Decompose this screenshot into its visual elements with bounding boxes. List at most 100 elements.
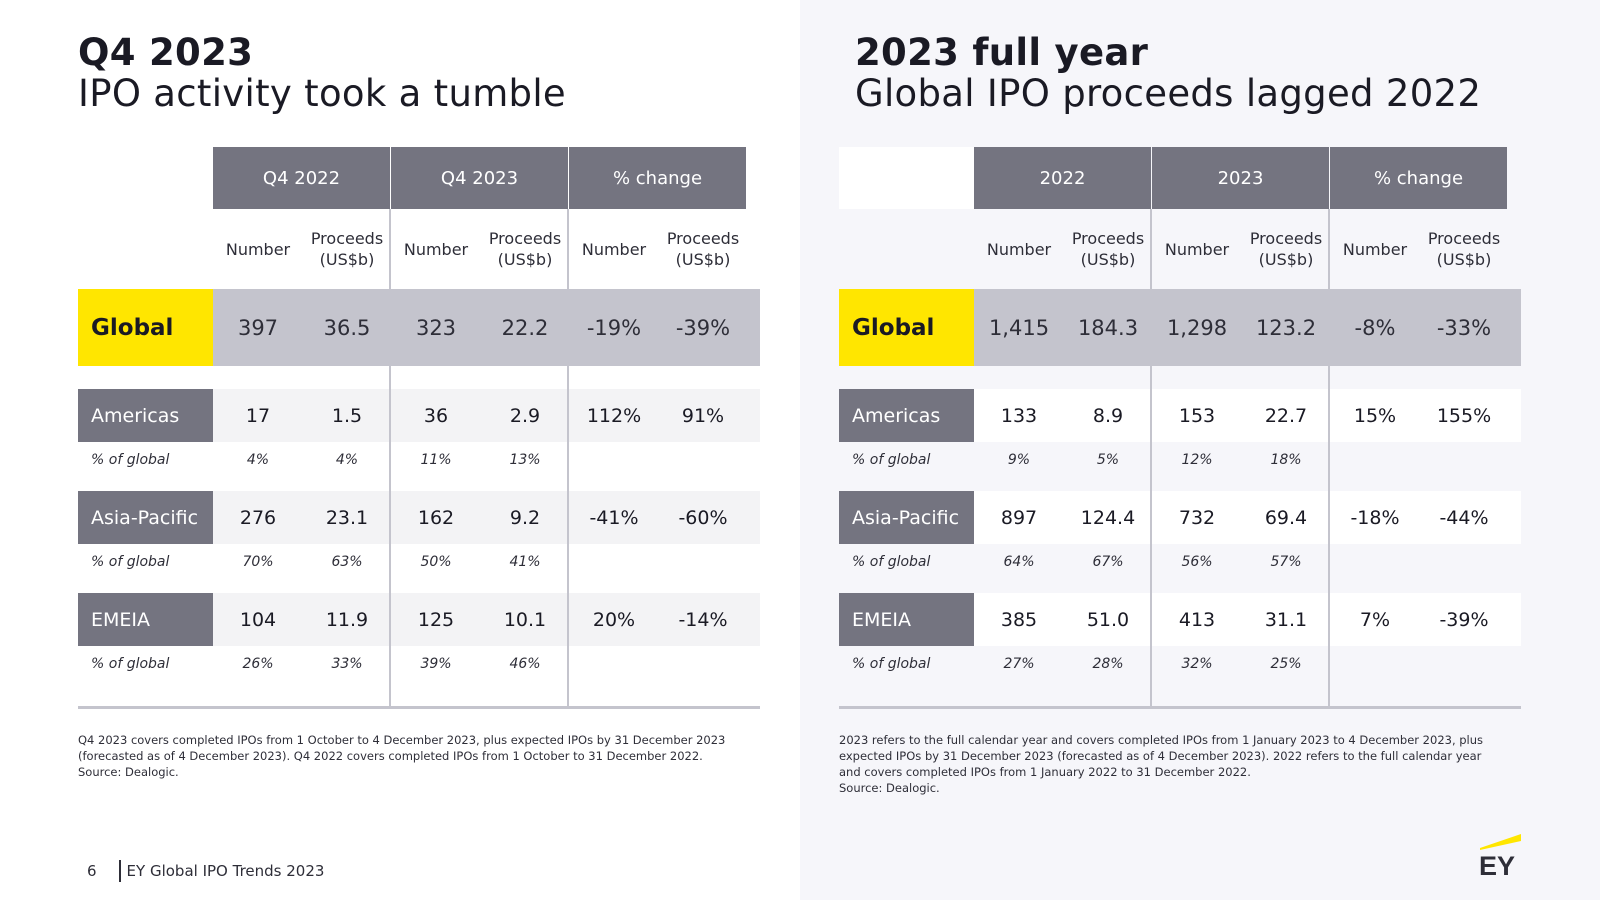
region-cell: -14%	[678, 608, 728, 631]
global-row-band	[213, 289, 760, 366]
share-of-global-cell: 18%	[1270, 452, 1302, 468]
region-cell: 7%	[1359, 608, 1391, 631]
column-subheader: Number	[1152, 209, 1242, 289]
share-of-global-cell: 4%	[246, 452, 270, 468]
region-cell: 732	[1178, 506, 1216, 529]
share-of-global-label: % of global	[91, 656, 170, 672]
right-title-line2: Global IPO proceeds lagged 2022	[855, 72, 1482, 115]
global-row-label: Global	[78, 289, 213, 366]
share-of-global-label: % of global	[852, 452, 931, 468]
column-subheader: Proceeds (US$b)	[658, 209, 748, 289]
region-cell: 2.9	[509, 404, 541, 427]
global-cell: 1,415	[988, 315, 1050, 340]
left-title-line2: IPO activity took a tumble	[78, 72, 566, 115]
column-separator	[1328, 209, 1330, 709]
page-number: 6	[87, 862, 97, 880]
share-of-global-cell: 32%	[1181, 656, 1213, 672]
left-title: Q4 2023 IPO activity took a tumble	[78, 32, 566, 114]
column-subheader: Number	[1330, 209, 1420, 289]
column-subheader-label: Proceeds (US$b)	[1249, 229, 1323, 269]
region-cell: 15%	[1353, 404, 1397, 427]
share-of-global-cell: 13%	[509, 452, 541, 468]
share-of-global-cell: 56%	[1181, 554, 1213, 570]
region-cell: -60%	[678, 506, 728, 529]
global-cell: -39%	[675, 315, 731, 340]
region-cell: 10.1	[503, 608, 547, 631]
column-group-header: 2023	[1152, 147, 1329, 209]
share-of-global-cell: 26%	[242, 656, 274, 672]
left-title-line1: Q4 2023	[78, 31, 254, 74]
share-of-global-label: % of global	[852, 554, 931, 570]
share-of-global-cell: 27%	[1003, 656, 1035, 672]
region-cell: 897	[1000, 506, 1038, 529]
right-footnote: 2023 refers to the full calendar year an…	[839, 732, 1519, 796]
share-of-global-cell: 67%	[1092, 554, 1124, 570]
region-cell: 155%	[1436, 404, 1492, 427]
share-of-global-cell: 70%	[242, 554, 274, 570]
region-cell: 153	[1178, 404, 1216, 427]
column-subheader-label: Number	[1164, 239, 1230, 259]
column-subheader: Proceeds (US$b)	[480, 209, 570, 289]
region-cell: 385	[1000, 608, 1038, 631]
left-footnote-line: Q4 2023 covers completed IPOs from 1 Oct…	[78, 733, 726, 747]
column-subheader-label: Number	[225, 239, 291, 259]
global-cell: 123.2	[1255, 315, 1317, 340]
column-subheader: Proceeds (US$b)	[302, 209, 392, 289]
region-row-label: EMEIA	[839, 593, 974, 646]
region-cell: 104	[239, 608, 277, 631]
share-of-global-cell: 25%	[1270, 656, 1302, 672]
column-subheader-label: Proceeds (US$b)	[1427, 229, 1501, 269]
region-cell: 9.2	[509, 506, 541, 529]
header-corner	[839, 147, 974, 209]
share-of-global-cell: 12%	[1181, 452, 1213, 468]
region-cell: 112%	[586, 404, 642, 427]
right-title-line1: 2023 full year	[855, 31, 1149, 74]
share-of-global-cell: 57%	[1270, 554, 1302, 570]
global-cell: -19%	[586, 315, 642, 340]
ey-logo-text: EY	[1479, 851, 1515, 877]
region-cell: 91%	[681, 404, 725, 427]
column-group-header: Q4 2023	[391, 147, 568, 209]
region-cell: 162	[417, 506, 455, 529]
left-panel: Q4 2023 IPO activity took a tumble Q4 20…	[78, 32, 760, 882]
region-cell: 125	[417, 608, 455, 631]
share-of-global-cell: 39%	[420, 656, 452, 672]
column-subheader: Proceeds (US$b)	[1419, 209, 1509, 289]
right-footnote-line: 2023 refers to the full calendar year an…	[839, 733, 1484, 747]
global-row-band	[974, 289, 1521, 366]
column-group-header: Q4 2022	[213, 147, 390, 209]
publication-title: EY Global IPO Trends 2023	[126, 862, 325, 880]
column-separator	[567, 209, 569, 709]
column-separator	[1150, 209, 1152, 709]
region-cell: -44%	[1439, 506, 1489, 529]
share-of-global-cell: 64%	[1003, 554, 1035, 570]
table-bottom-rule	[839, 706, 1521, 709]
column-group-header: % change	[569, 147, 746, 209]
right-footnote-line: and covers completed IPOs from 1 January…	[839, 765, 1251, 779]
column-subheader: Number	[569, 209, 659, 289]
header-corner	[78, 147, 213, 209]
global-cell: -8%	[1354, 315, 1396, 340]
share-of-global-label: % of global	[91, 554, 170, 570]
global-cell: 184.3	[1077, 315, 1139, 340]
region-cell: -18%	[1350, 506, 1400, 529]
share-of-global-cell: 63%	[331, 554, 363, 570]
region-row-label: Americas	[839, 389, 974, 442]
table-bottom-rule	[78, 706, 760, 709]
share-of-global-cell: 9%	[1007, 452, 1031, 468]
region-cell: -41%	[589, 506, 639, 529]
share-of-global-cell: 50%	[420, 554, 452, 570]
right-footnote-line: expected IPOs by 31 December 2023 (forec…	[839, 749, 1482, 763]
region-cell: 413	[1178, 608, 1216, 631]
footer-divider	[118, 860, 121, 882]
ey-logo-icon: EY	[1479, 834, 1521, 877]
column-subheader-label: Proceeds (US$b)	[310, 229, 384, 269]
left-footnote-line: Source: Dealogic.	[78, 765, 179, 779]
global-row-label: Global	[839, 289, 974, 366]
column-subheader-label: Number	[403, 239, 469, 259]
column-group-header: % change	[1330, 147, 1507, 209]
region-row-label: Americas	[78, 389, 213, 442]
footer: 6 EY Global IPO Trends 2023	[87, 860, 324, 882]
region-cell: -39%	[1439, 608, 1489, 631]
column-subheader: Number	[391, 209, 481, 289]
